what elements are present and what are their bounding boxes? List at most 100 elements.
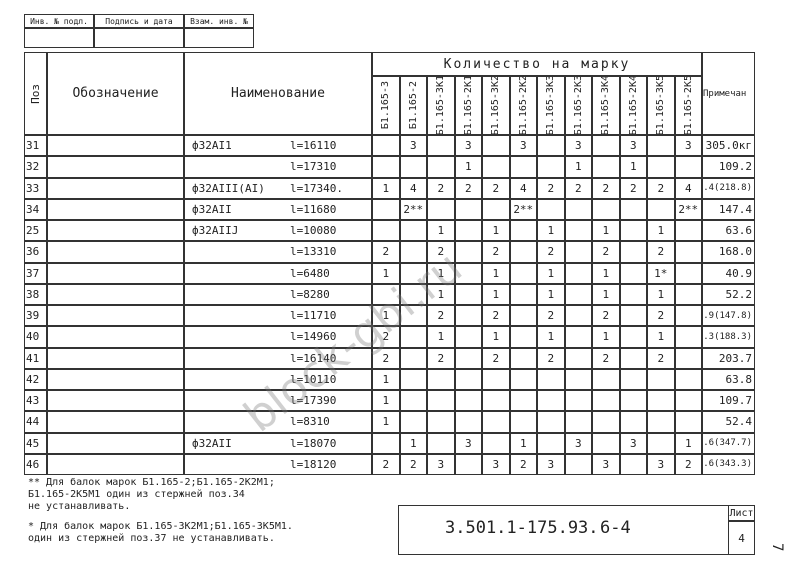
count-cell (564, 390, 592, 412)
name-cell (184, 241, 372, 263)
count-cell (372, 198, 400, 220)
count-cell (674, 241, 702, 263)
designation-cell (47, 135, 184, 157)
count-cell: 1 (372, 368, 400, 390)
count-cell (619, 262, 647, 284)
count-cell: 1 (509, 432, 537, 454)
name-cell (184, 156, 372, 178)
count-cell (399, 390, 427, 412)
count-cell: 1 (427, 220, 455, 242)
count-cell (564, 241, 592, 263)
name-cell (184, 390, 372, 412)
count-cell: 2 (372, 453, 400, 475)
count-cell (619, 326, 647, 348)
count-cell (372, 135, 400, 157)
designation-cell (47, 177, 184, 199)
pos-cell: 37 (24, 262, 47, 284)
pos-cell: 25 (24, 220, 47, 242)
name-cell (184, 177, 372, 199)
designation-cell (47, 305, 184, 327)
count-cell (592, 156, 620, 178)
count-cell: 1 (537, 283, 565, 305)
stamp-field (94, 28, 184, 48)
pos-cell: 36 (24, 241, 47, 263)
count-cell: 1 (564, 156, 592, 178)
count-cell: 2 (647, 347, 675, 369)
count-cell (399, 262, 427, 284)
count-cell: 4 (509, 177, 537, 199)
pos-cell: 32 (24, 156, 47, 178)
note-cell: 94.3(188.3) (702, 326, 755, 348)
count-cell: 3 (454, 135, 482, 157)
count-cell: 1 (537, 326, 565, 348)
count-cell (482, 432, 510, 454)
designation-cell (47, 390, 184, 412)
count-cell (509, 411, 537, 433)
count-cell (427, 135, 455, 157)
designation-cell (47, 220, 184, 242)
count-cell (647, 390, 675, 412)
mark-header-text: Б1.165-2К3 (572, 76, 584, 135)
mark-header: Б1.165-2 (399, 76, 427, 135)
name-cell (184, 262, 372, 284)
designation-cell (47, 262, 184, 284)
count-cell: 1 (647, 326, 675, 348)
count-cell: 1 (537, 220, 565, 242)
count-cell (537, 411, 565, 433)
mark-header: Б1.165-2К2 (509, 76, 537, 135)
count-cell (647, 432, 675, 454)
stamp-cell: Подпись и дата (94, 14, 184, 28)
count-cell (399, 283, 427, 305)
count-cell: 2 (482, 177, 510, 199)
count-cell: 4 (674, 177, 702, 199)
count-cell: 4 (399, 177, 427, 199)
count-cell: 2 (592, 347, 620, 369)
count-cell (454, 453, 482, 475)
pos-cell: 38 (24, 283, 47, 305)
count-cell: 1 (647, 220, 675, 242)
count-cell: 3 (454, 432, 482, 454)
count-cell (674, 411, 702, 433)
count-cell (647, 135, 675, 157)
count-cell (482, 156, 510, 178)
mark-header-text: Б1.165-3К5 (655, 76, 667, 135)
count-cell (482, 198, 510, 220)
count-cell: 1 (372, 262, 400, 284)
count-cell: 1 (537, 262, 565, 284)
count-cell (454, 220, 482, 242)
count-cell: 1 (592, 283, 620, 305)
count-cell (674, 390, 702, 412)
count-cell (372, 432, 400, 454)
count-cell (564, 305, 592, 327)
pos-cell: 44 (24, 411, 47, 433)
count-cell: 2 (537, 347, 565, 369)
count-cell (564, 453, 592, 475)
mark-header: Б1.165-3К3 (537, 76, 565, 135)
count-cell (454, 305, 482, 327)
count-cell: 1 (427, 262, 455, 284)
mark-header-text: Б1.165-2 (407, 81, 419, 130)
rebar-length: l=18120 (290, 457, 337, 471)
count-cell: 3 (619, 432, 647, 454)
count-cell (509, 347, 537, 369)
rebar-length: l=11710 (290, 309, 337, 322)
mark-header: Б1.165-3К2 (482, 76, 510, 135)
count-cell (619, 198, 647, 220)
rebar-length: l=18070 (290, 436, 337, 450)
mark-header: Б1.165-3К5 (647, 76, 675, 135)
note-cell: 63.8 (702, 368, 755, 390)
count-cell: 3 (647, 453, 675, 475)
rebar-length: l=17390 (290, 394, 337, 407)
designation-cell (47, 241, 184, 263)
count-cell (537, 368, 565, 390)
note-cell: 203.7 (702, 347, 755, 369)
pos-cell: 34 (24, 198, 47, 220)
count-cell (537, 156, 565, 178)
note-cell: 109.2 (702, 156, 755, 178)
sheet-label-cell: Лист (728, 505, 755, 521)
rebar-name: ф32АII (192, 436, 232, 450)
note-cell: 115.6(347.7) (702, 432, 755, 454)
mark-header-text: Б1.165-3К2 (490, 76, 502, 135)
count-cell (372, 156, 400, 178)
